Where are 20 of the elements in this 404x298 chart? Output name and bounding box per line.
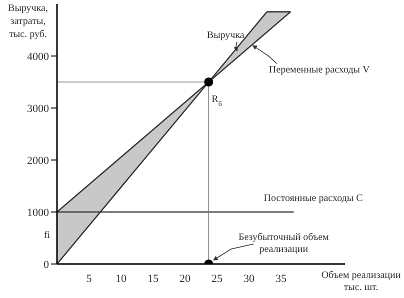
y-tick-label: 2000 xyxy=(27,154,50,167)
annotation: Выручка xyxy=(206,30,245,41)
y-tick-label: 4000 xyxy=(27,50,50,63)
y-tick-label: 0 xyxy=(44,258,50,271)
x-tick-label: 10 xyxy=(116,272,127,285)
annotation: Постоянные расходы C xyxy=(264,193,364,204)
y-tick-label: 3000 xyxy=(27,102,50,115)
x-tick-label: 25 xyxy=(212,272,223,285)
annotation: Безубыточный объем реализации xyxy=(238,232,330,255)
x-tick-label: 20 xyxy=(180,272,191,285)
annotation: Переменные расходы V xyxy=(268,64,371,76)
x-tick-label: 15 xyxy=(148,272,159,285)
y-tick-label: 1000 xyxy=(27,206,50,219)
y-axis-title: Выручка, затраты, тыс. руб. xyxy=(7,2,49,41)
annotation: R$_{б}$ xyxy=(212,94,222,108)
x-tick-label: 30 xyxy=(244,272,255,285)
x-tick-label: 5 xyxy=(86,272,92,285)
text: fi xyxy=(44,230,50,241)
x-axis-title: Объем реализации тыс. шт. xyxy=(320,270,402,294)
x-tick-label: 35 xyxy=(276,272,287,285)
